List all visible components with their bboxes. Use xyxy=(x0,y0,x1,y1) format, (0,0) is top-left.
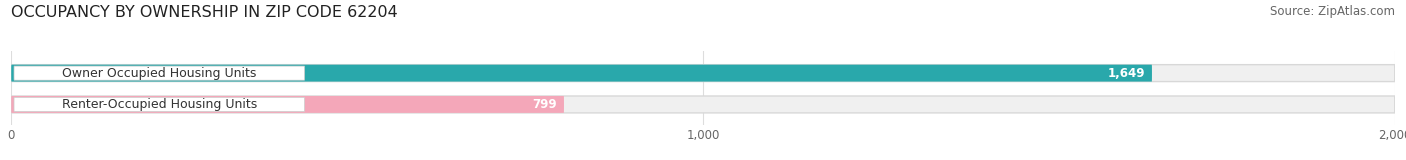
Text: Owner Occupied Housing Units: Owner Occupied Housing Units xyxy=(62,67,256,80)
FancyBboxPatch shape xyxy=(11,65,1395,82)
Text: Source: ZipAtlas.com: Source: ZipAtlas.com xyxy=(1270,5,1395,18)
Text: OCCUPANCY BY OWNERSHIP IN ZIP CODE 62204: OCCUPANCY BY OWNERSHIP IN ZIP CODE 62204 xyxy=(11,5,398,20)
FancyBboxPatch shape xyxy=(14,97,305,112)
FancyBboxPatch shape xyxy=(11,96,564,113)
Text: Renter-Occupied Housing Units: Renter-Occupied Housing Units xyxy=(62,98,257,111)
Text: 799: 799 xyxy=(533,98,557,111)
FancyBboxPatch shape xyxy=(11,96,1395,113)
FancyBboxPatch shape xyxy=(11,65,1152,82)
Text: 1,649: 1,649 xyxy=(1108,67,1144,80)
FancyBboxPatch shape xyxy=(14,66,305,80)
